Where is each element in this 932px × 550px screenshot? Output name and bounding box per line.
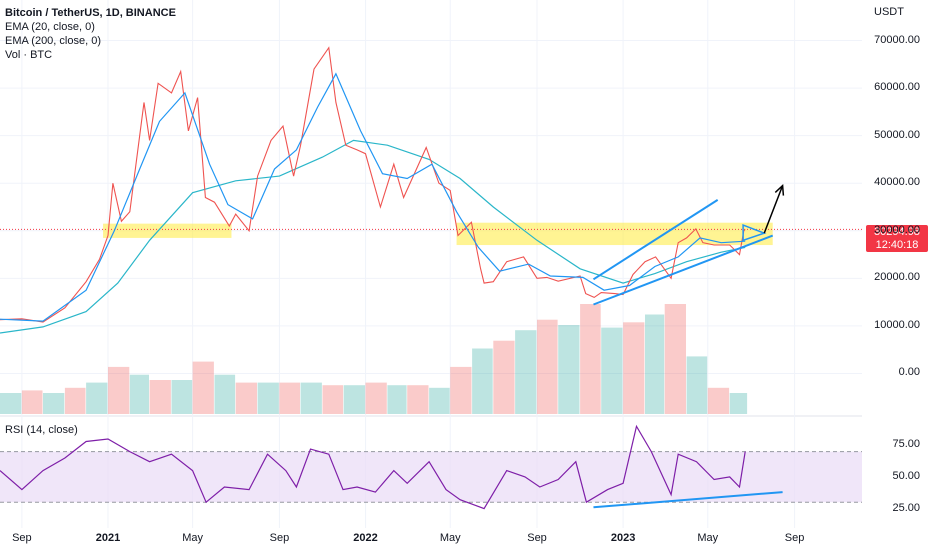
volume-bar xyxy=(64,387,86,414)
drawings xyxy=(592,183,785,306)
triangle-pattern xyxy=(742,224,767,242)
volume-bar xyxy=(729,393,748,414)
volume-bar xyxy=(686,356,708,414)
volume-bar xyxy=(86,382,108,414)
time-tick-label: Sep xyxy=(784,532,805,544)
volume-bar xyxy=(21,390,43,414)
ema200-line xyxy=(0,139,746,334)
time-tick-label: 2022 xyxy=(353,532,378,544)
volume-bar xyxy=(108,366,130,414)
time-tick-label: Sep xyxy=(12,532,32,544)
volume-bar xyxy=(580,304,601,414)
bar-countdown: 12:40:18 xyxy=(875,239,919,251)
rsi-band xyxy=(0,451,862,503)
chart-legend: Bitcoin / TetherUS, 1D, BINANCE EMA (20,… xyxy=(5,6,176,62)
volume-bar xyxy=(0,393,22,414)
channel-trendline xyxy=(592,199,719,281)
volume-bar xyxy=(300,382,322,414)
volume-bar xyxy=(429,387,450,414)
price-tick-label: 20000.00 xyxy=(874,271,920,284)
volume-bar xyxy=(365,382,387,414)
rsi-tick-label: 75.00 xyxy=(892,438,920,451)
price-tick-label: 30000.00 xyxy=(874,223,920,236)
rsi-polyline xyxy=(0,424,746,510)
volume-bar xyxy=(515,330,537,414)
time-tick-label: May xyxy=(697,532,719,544)
price-tick-label: 10000.00 xyxy=(874,318,920,331)
volume-bar xyxy=(257,382,279,414)
price-tick-label: 60000.00 xyxy=(874,81,920,94)
volume-bar xyxy=(645,314,665,414)
ema200-polyline xyxy=(0,139,746,334)
grid xyxy=(0,0,862,528)
volume-bar xyxy=(192,361,214,414)
volume-bar xyxy=(407,385,429,414)
time-tick-label: Sep xyxy=(269,532,290,544)
rsi-trendline xyxy=(593,491,783,509)
volume-bar xyxy=(387,385,407,414)
volume-bar xyxy=(171,380,193,414)
projection-arrow xyxy=(763,185,784,234)
ema20-polyline xyxy=(0,72,746,322)
time-tick-label: May xyxy=(439,532,461,544)
rsi-tick-label: 25.00 xyxy=(892,501,920,514)
current-price-tag: 30294.98 12:40:18 xyxy=(866,225,928,252)
time-tick-label: Sep xyxy=(527,532,547,544)
volume-bar xyxy=(149,380,171,414)
volume-bar xyxy=(601,327,623,414)
volume-bars xyxy=(0,304,748,414)
ema20-line xyxy=(0,72,746,322)
volume-bar xyxy=(472,348,493,414)
legend-ema20[interactable]: EMA (20, close, 0) xyxy=(5,21,95,33)
rsi-tick-label: 50.00 xyxy=(892,469,920,482)
channel-trendline xyxy=(593,234,774,306)
current-price: 30294.98 xyxy=(874,226,920,238)
price-axis-currency[interactable]: USDT xyxy=(874,6,904,18)
time-tick-label: 2021 xyxy=(95,532,121,544)
volume-bar xyxy=(664,304,686,414)
support-zone xyxy=(103,223,232,238)
price-tick-label: 50000.00 xyxy=(874,128,920,141)
time-tick-label: May xyxy=(182,532,204,544)
support-zone xyxy=(456,222,773,246)
legend-ema200[interactable]: EMA (200, close, 0) xyxy=(5,35,101,47)
volume-bar xyxy=(214,374,236,414)
volume-bar xyxy=(537,319,558,414)
price-polyline xyxy=(0,46,746,323)
volume-bar xyxy=(129,374,149,414)
rsi-pane xyxy=(0,424,862,510)
price-tick-label: 0.00 xyxy=(898,366,920,379)
volume-bar xyxy=(322,385,344,414)
volume-bar xyxy=(43,393,65,414)
time-tick-label: 2023 xyxy=(610,532,636,544)
volume-bar xyxy=(558,325,580,414)
legend-volume[interactable]: Vol · BTC xyxy=(5,49,53,61)
arrow-head xyxy=(774,183,785,196)
volume-bar xyxy=(450,366,472,414)
volume-bar xyxy=(493,340,515,414)
price-line xyxy=(0,46,746,323)
volume-bar xyxy=(623,322,645,414)
rsi-legend[interactable]: RSI (14, close) xyxy=(5,424,78,436)
legend-symbol[interactable]: Bitcoin / TetherUS, 1D, BINANCE xyxy=(5,7,176,19)
volume-bar xyxy=(707,387,730,414)
volume-bar xyxy=(235,382,257,414)
price-tick-label: 70000.00 xyxy=(874,33,920,46)
price-tick-label: 40000.00 xyxy=(874,176,920,189)
volume-bar xyxy=(279,382,300,414)
volume-bar xyxy=(343,385,365,414)
